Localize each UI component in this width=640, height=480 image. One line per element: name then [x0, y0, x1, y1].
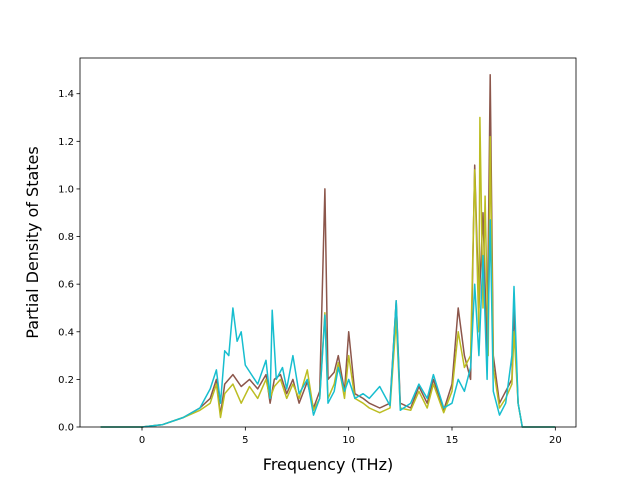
- y-axis-label: Partial Density of States: [23, 146, 42, 338]
- y-tick-label: 1.2: [58, 137, 74, 148]
- y-tick-label: 0.8: [58, 232, 74, 243]
- y-tick-label: 0.2: [58, 375, 74, 386]
- y-tick-label: 1.0: [58, 184, 74, 195]
- series-line-1: [100, 73, 556, 428]
- x-tick-label: 5: [242, 435, 248, 446]
- series-line-2: [100, 116, 556, 428]
- x-tick-label: 0: [139, 435, 145, 446]
- axes-layer: 0 5 10 15 20 0.0 0.2 0.4 0.6 0.8 1.0 1.2 1.4: [58, 89, 562, 446]
- y-tick-label: 0.0: [58, 423, 74, 434]
- series-layer: [100, 73, 556, 428]
- y-tick-label: 0.6: [58, 280, 74, 291]
- y-tick-label: 1.4: [58, 89, 74, 100]
- y-tick-label: 0.4: [58, 327, 74, 338]
- plot-frame: [79, 57, 577, 428]
- x-tick-label: 15: [446, 435, 459, 446]
- series-line-3: [100, 219, 556, 428]
- x-axis-label: Frequency (THz): [263, 455, 393, 474]
- x-tick-label: 10: [342, 435, 355, 446]
- x-tick-label: 20: [549, 435, 562, 446]
